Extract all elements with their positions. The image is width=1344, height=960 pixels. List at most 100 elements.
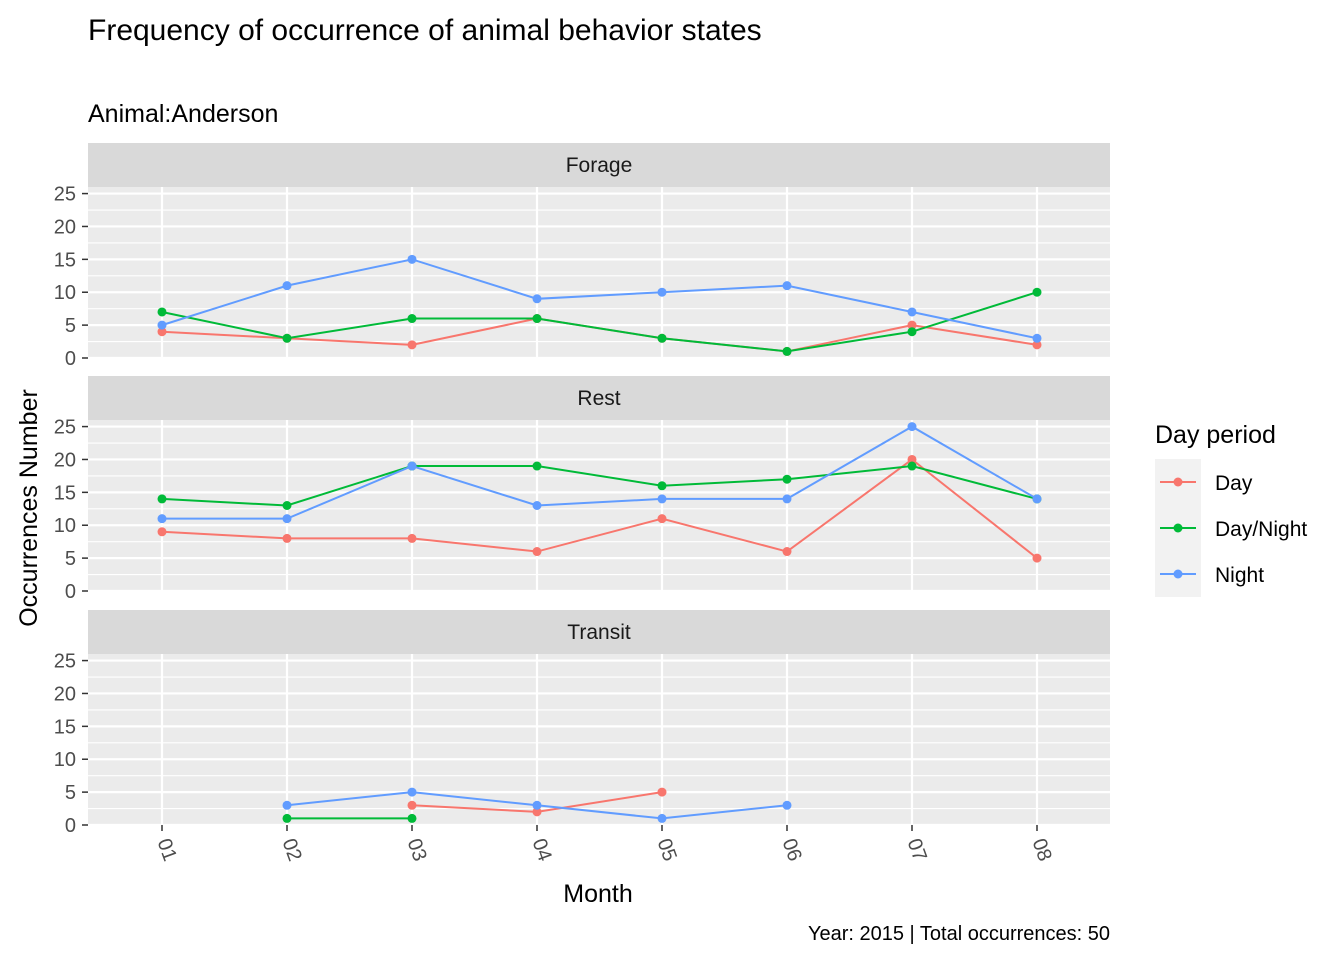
data-point-day-night <box>407 314 417 324</box>
data-point-night <box>782 494 792 504</box>
y-tick-label: 25 <box>54 417 76 439</box>
y-tick-label: 15 <box>54 249 76 271</box>
x-tick-label: 05 <box>652 836 680 864</box>
legend-label-day-night: Day/Night <box>1215 518 1307 541</box>
data-point-night <box>782 800 792 810</box>
data-point-night <box>157 514 167 524</box>
series-line-night <box>162 425 1038 520</box>
x-tick-label: 02 <box>277 836 305 864</box>
series-line-day-night <box>161 465 1038 507</box>
data-point-night <box>282 281 292 291</box>
data-point-day <box>407 340 417 350</box>
x-tick-label: 04 <box>527 836 555 864</box>
facet-rest: Rest 0 5 10 15 20 25 <box>54 376 1110 603</box>
data-point-day-night <box>657 333 667 343</box>
y-axis-title: Occurrences Number <box>15 389 43 627</box>
facet-strip-label: Rest <box>577 387 620 410</box>
y-tick-label: 0 <box>65 581 76 603</box>
facet-forage: Forage 0 5 10 15 20 25 <box>54 143 1110 370</box>
data-point-day-night <box>157 307 167 317</box>
y-tick-label: 10 <box>54 749 76 771</box>
x-tick-label: 08 <box>1027 836 1055 864</box>
y-tick-label: 0 <box>65 348 76 370</box>
series-line-day <box>161 458 1038 559</box>
data-point-night <box>157 320 167 330</box>
facet-strip-label: Transit <box>567 621 631 644</box>
data-point-day <box>782 547 792 557</box>
legend-point-day <box>1173 477 1183 487</box>
x-axis-title: Month <box>563 880 632 908</box>
data-point-night <box>907 422 917 432</box>
x-tick-label: 03 <box>402 836 430 864</box>
y-tick-label: 5 <box>65 315 76 337</box>
data-point-night <box>657 494 667 504</box>
facet-strip <box>88 610 1110 654</box>
data-point-night <box>657 287 667 297</box>
y-tick-label: 15 <box>54 482 76 504</box>
data-point-day <box>157 327 167 337</box>
data-point-day <box>532 547 542 557</box>
data-point-night <box>282 800 292 810</box>
y-tick-label: 20 <box>54 216 76 238</box>
data-point-night <box>407 787 417 797</box>
data-point-day <box>1032 340 1042 350</box>
facet-panels: Forage 0 5 10 15 20 25 Rest 0 5 10 15 20 25 Transit 0 5 1… <box>54 143 1110 837</box>
chart-title: Frequency of occurrence of animal behavi… <box>88 14 762 47</box>
data-point-day <box>282 533 292 543</box>
legend-point-night <box>1173 569 1183 579</box>
data-point-day <box>407 533 417 543</box>
data-point-night <box>407 461 417 471</box>
data-point-day-night <box>907 461 917 471</box>
legend-label-day: Day <box>1215 472 1253 495</box>
y-tick-label: 20 <box>54 683 76 705</box>
x-tick-label: 06 <box>777 836 805 864</box>
data-point-night <box>407 254 417 264</box>
data-point-day <box>907 320 917 330</box>
data-point-day-night <box>782 474 792 484</box>
data-point-night <box>657 813 667 823</box>
data-point-day <box>1032 553 1042 563</box>
x-tick-label: 07 <box>902 836 930 864</box>
data-point-night <box>782 281 792 291</box>
data-point-night <box>532 294 542 304</box>
y-tick-label: 25 <box>54 651 76 673</box>
data-point-night <box>532 501 542 510</box>
facet-transit: Transit 0 5 10 15 20 25 <box>54 610 1110 837</box>
x-axis: 01 02 03 04 05 06 07 08 <box>152 825 1056 864</box>
series-line-day-night <box>161 291 1038 353</box>
data-point-night <box>282 514 292 524</box>
chart-subtitle: Animal:Anderson <box>88 100 278 128</box>
legend-title: Day period <box>1155 421 1276 449</box>
data-point-day-night <box>282 813 292 823</box>
data-point-day <box>907 454 917 464</box>
data-point-day-night <box>1032 287 1042 297</box>
y-tick-label: 25 <box>54 184 76 206</box>
data-point-day-night <box>407 813 417 823</box>
legend: Day period Day Day/Night Night <box>1155 421 1307 597</box>
y-tick-label: 5 <box>65 782 76 804</box>
y-tick-label: 10 <box>54 282 76 304</box>
legend-point-day-night <box>1173 523 1183 533</box>
data-point-day-night <box>282 501 292 510</box>
data-point-night <box>907 307 917 317</box>
data-point-night <box>1032 494 1042 504</box>
data-point-day <box>407 800 417 810</box>
y-tick-label: 15 <box>54 716 76 738</box>
series-line-night <box>161 258 1038 340</box>
legend-label-night: Night <box>1215 564 1264 587</box>
panel-background <box>88 420 1110 591</box>
data-point-day <box>532 807 542 817</box>
facet-strip-label: Forage <box>566 154 633 177</box>
data-point-day-night <box>157 494 167 504</box>
data-point-day-night <box>782 346 792 356</box>
facet-strip <box>88 143 1110 187</box>
data-point-day-night <box>907 327 917 337</box>
data-point-day-night <box>282 333 292 343</box>
facet-strip <box>88 376 1110 420</box>
data-point-day-night <box>532 314 542 324</box>
data-point-day <box>657 787 667 797</box>
y-tick-label: 5 <box>65 548 76 570</box>
y-tick-label: 20 <box>54 449 76 471</box>
panel-background <box>88 654 1110 825</box>
